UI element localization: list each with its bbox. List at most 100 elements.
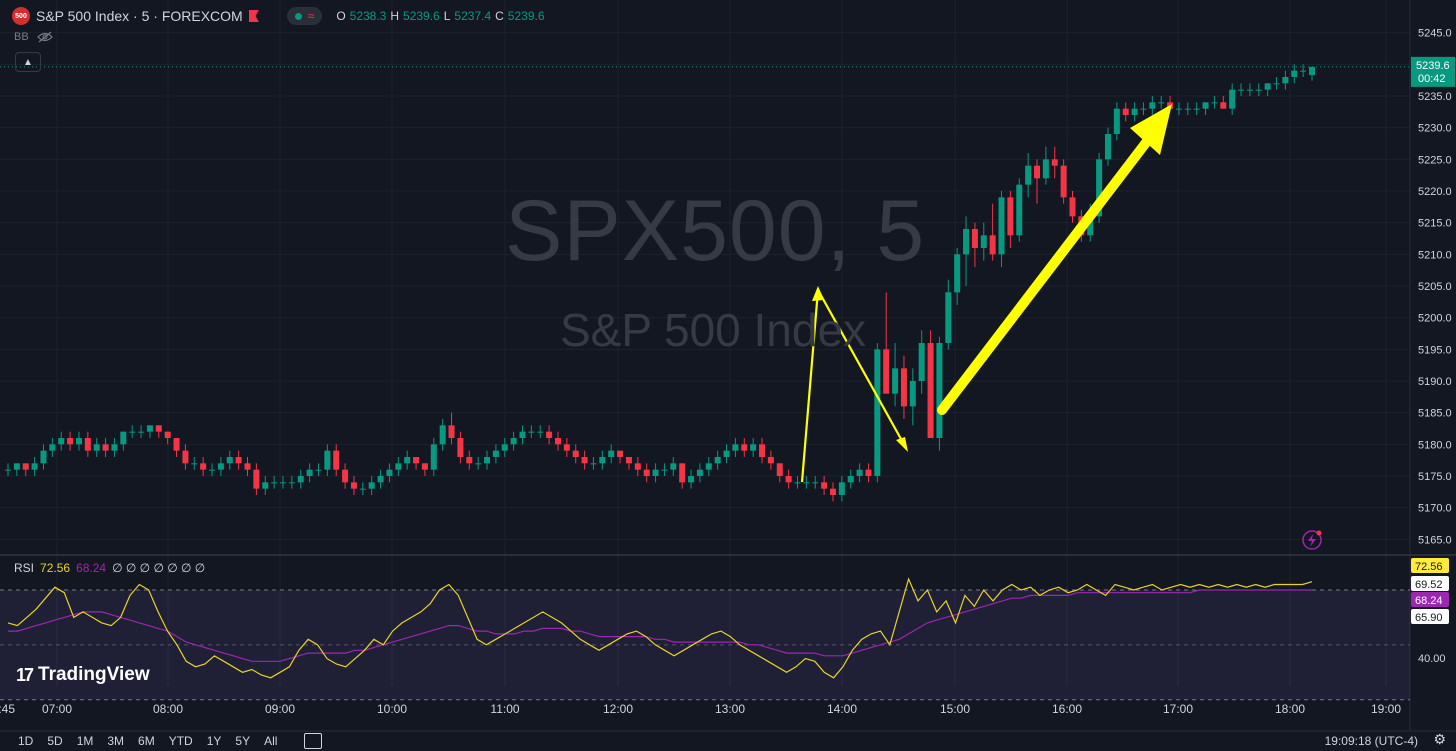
- candle-body: [563, 444, 570, 451]
- candle-body: [421, 463, 428, 470]
- price-tick-label: 5225.0: [1418, 154, 1452, 166]
- tf-5y[interactable]: 5Y: [235, 734, 251, 748]
- candle-body: [306, 469, 313, 476]
- price-tick-label: 5245.0: [1418, 28, 1452, 40]
- candle-body: [892, 368, 899, 394]
- time-tick-label: 15:00: [940, 702, 970, 716]
- rsi-label[interactable]: RSI: [14, 561, 35, 575]
- time-tick-label: 17:00: [1163, 702, 1193, 716]
- candle-body: [111, 444, 118, 451]
- rsi-axis-label: 68.24: [1415, 595, 1443, 607]
- candle-body: [333, 450, 340, 470]
- price-tick-label: 5230.0: [1418, 123, 1452, 135]
- candle-body: [1193, 108, 1200, 110]
- time-tick-label: 19:00: [1371, 702, 1401, 716]
- candle-body: [847, 476, 854, 483]
- calendar-icon[interactable]: [304, 733, 323, 749]
- bb-label[interactable]: BB: [14, 31, 29, 43]
- candle-body: [643, 469, 650, 476]
- candle-body: [492, 450, 499, 457]
- candle-body: [164, 431, 171, 438]
- low-value: 5237.4: [454, 9, 492, 23]
- symbol-title[interactable]: S&P 500 Index · 5 · FOREXCOM: [36, 8, 243, 24]
- candle-body: [253, 469, 260, 489]
- clock-timezone[interactable]: 19:09:18 (UTC-4): [1324, 734, 1418, 748]
- tf-5d[interactable]: 5D: [47, 734, 63, 748]
- price-tick-label: 5170.0: [1418, 503, 1452, 515]
- open-value: 5238.3: [349, 9, 387, 23]
- time-tick-label: 13:00: [715, 702, 745, 716]
- current-price-value: 5239.6: [1416, 60, 1450, 72]
- time-tick-label: 11:00: [490, 702, 519, 716]
- candle-body: [1069, 197, 1076, 217]
- flag-icon[interactable]: [248, 10, 259, 22]
- tf-1y[interactable]: 1Y: [206, 734, 222, 748]
- rsi-axis-tag: [1411, 609, 1449, 624]
- time-tick-label: 19:45: [0, 702, 15, 716]
- tf-3m[interactable]: 3M: [107, 734, 125, 748]
- chevron-up-icon: ▲: [23, 56, 33, 68]
- candle-body: [501, 444, 508, 451]
- candle-body: [342, 469, 349, 483]
- rsi-axis-label: 65.90: [1415, 612, 1443, 624]
- close-value: 5239.6: [507, 9, 545, 23]
- hide-eye-icon[interactable]: [36, 31, 53, 43]
- tf-all[interactable]: All: [264, 734, 278, 748]
- candle-body: [226, 457, 233, 464]
- candle-body: [191, 463, 198, 465]
- candle-body: [404, 457, 411, 464]
- market-status-pill[interactable]: ≈: [286, 7, 323, 25]
- gear-icon[interactable]: ⚙: [1433, 731, 1446, 747]
- tf-6m[interactable]: 6M: [138, 734, 155, 748]
- candle-body: [129, 431, 136, 433]
- tradingview-logo[interactable]: 17 TradingView: [16, 664, 150, 686]
- symbol-header[interactable]: 500 S&P 500 Index · 5 · FOREXCOM ≈ O 5238…: [12, 6, 545, 26]
- tf-ytd[interactable]: YTD: [168, 734, 193, 748]
- candle-body: [838, 482, 845, 495]
- price-tick-label: 5200.0: [1418, 313, 1452, 325]
- candle-body: [49, 444, 56, 451]
- rsi-axis-tag: [1411, 576, 1449, 591]
- tradingview-text: TradingView: [38, 664, 150, 685]
- symbol-logo: 500: [12, 7, 30, 25]
- bb-indicator[interactable]: BB: [14, 31, 53, 43]
- price-tick-label: 5205.0: [1418, 281, 1452, 293]
- ohlc-readout: O 5238.3 H 5239.6 L 5237.4 C 5239.6: [336, 9, 544, 23]
- annotation-big-arrowhead: [1130, 104, 1172, 155]
- candle-body: [856, 469, 863, 476]
- candle-body: [1087, 216, 1094, 236]
- candle-body: [537, 431, 544, 433]
- annotation-big-arrow: [937, 135, 1153, 415]
- tf-1m[interactable]: 1M: [76, 734, 94, 748]
- candle-body: [439, 425, 446, 445]
- rsi-value: 72.56: [40, 561, 71, 575]
- data-status-icon: ≈: [307, 9, 315, 23]
- price-tick-label: 5165.0: [1418, 534, 1452, 546]
- price-tick-label: 5235.0: [1418, 91, 1452, 103]
- collapse-legend-button[interactable]: ▲: [15, 52, 41, 72]
- tf-1d[interactable]: 1D: [18, 734, 34, 748]
- candle-body: [200, 463, 207, 470]
- candle-body: [386, 469, 393, 476]
- candle-body: [1025, 165, 1032, 185]
- time-tick-label: 07:00: [42, 702, 72, 716]
- candle-body: [1140, 108, 1147, 110]
- rsi-axis-label: 72.56: [1415, 561, 1443, 573]
- time-tick-label: 10:00: [377, 702, 407, 716]
- candle-body: [1291, 70, 1298, 77]
- candle-body: [1034, 165, 1041, 179]
- annotation-arrowhead: [896, 437, 908, 452]
- candle-body: [395, 463, 402, 470]
- current-price-tag: [1411, 56, 1455, 87]
- alert-dot-icon: [1316, 530, 1322, 536]
- rsi-header[interactable]: RSI 72.56 68.24 ∅ ∅ ∅ ∅ ∅ ∅ ∅: [14, 561, 205, 575]
- candle-body: [1282, 77, 1289, 84]
- candle-body: [927, 343, 934, 438]
- lightning-icon: [1308, 534, 1316, 547]
- candle-body: [945, 292, 952, 343]
- candle-body: [475, 463, 482, 465]
- candle-body: [679, 463, 686, 483]
- candle-body: [688, 476, 695, 483]
